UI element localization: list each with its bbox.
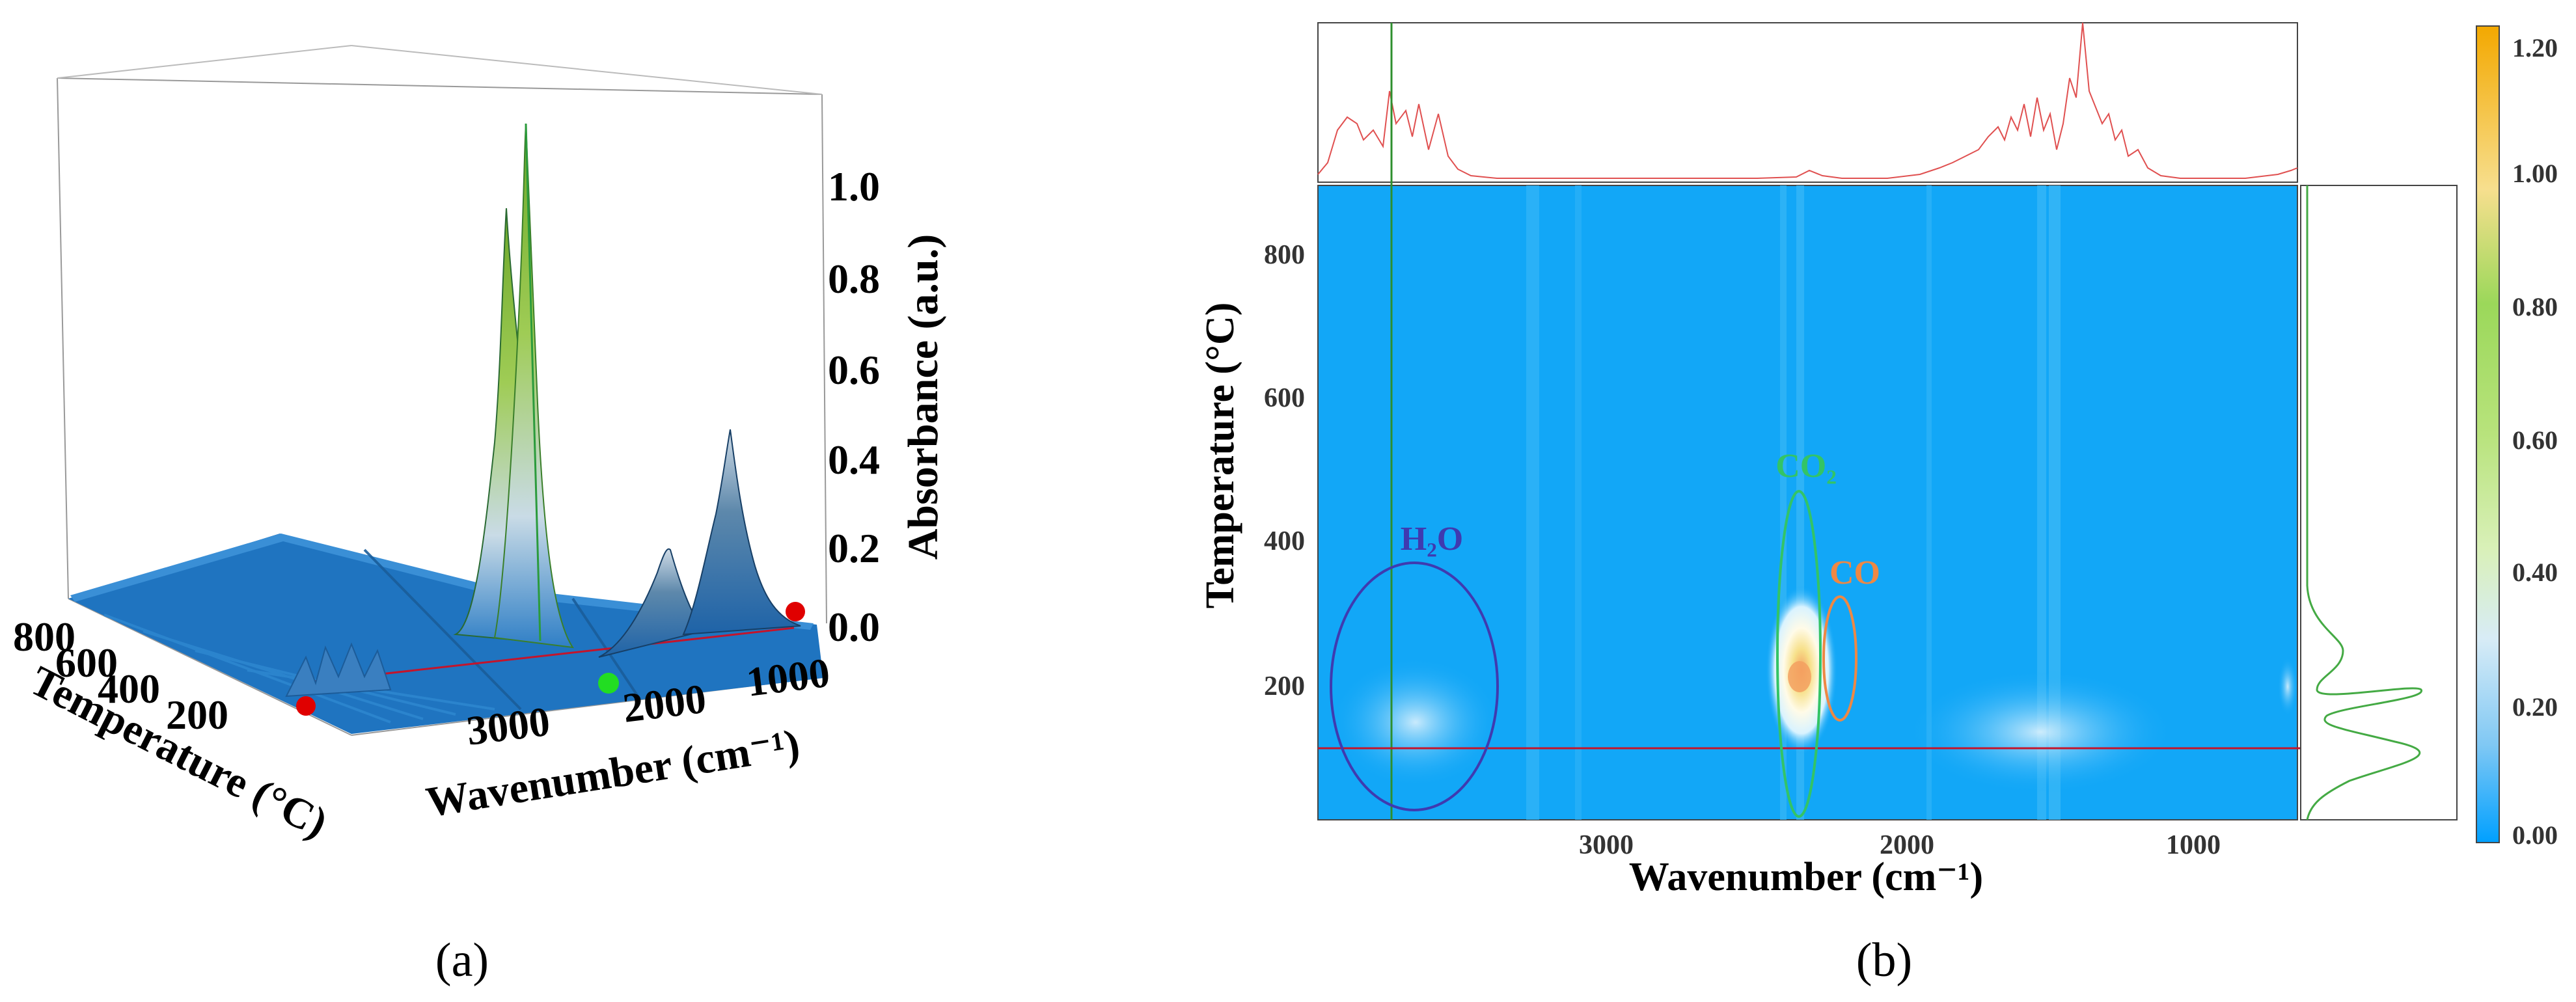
x-tick: 1000 [744, 649, 832, 705]
panel-b-heatmap: H₂O CO₂ CO 800 600 400 200 Temperature (… [1198, 22, 2558, 899]
heatmap-y-ticks: 800 600 400 200 [1264, 240, 1305, 701]
low-temp-haze [1907, 670, 2174, 794]
colorbar [2476, 25, 2500, 843]
co2-hotspot-core [1788, 661, 1811, 692]
co-ellipse [1822, 595, 1857, 722]
right-profile-line [2306, 185, 2422, 820]
peak-1500 [682, 429, 801, 636]
z-tick: 1.0 [828, 163, 880, 210]
y-axis-ticks: 800 600 400 200 [13, 614, 228, 738]
heatmap-x-ticks: 3000 2000 1000 [1579, 830, 2221, 860]
cbar-tick: 0.40 [2512, 558, 2558, 587]
cbar-tick: 0.80 [2512, 292, 2558, 321]
x-tick: 3000 [464, 698, 553, 754]
x-axis-ticks-3d: 3000 2000 1000 [464, 649, 832, 754]
co-label: CO [1829, 554, 1880, 591]
right-profile-frame [2300, 185, 2458, 820]
x-tick: 2000 [1880, 830, 1934, 860]
x-tick: 2000 [620, 675, 709, 731]
h2o-label: H₂O [1401, 521, 1463, 558]
z-tick: 0.8 [828, 256, 880, 302]
x-tick: 1000 [2166, 830, 2221, 860]
y-tick: 200 [1264, 671, 1305, 701]
peak-1750 [598, 548, 704, 658]
top-spectrum-frame [1317, 22, 2298, 183]
cbar-tick: 0.00 [2512, 820, 2558, 850]
heatmap-y-label: Temperature (°C) [1198, 303, 1242, 609]
y-tick: 800 [1264, 240, 1305, 270]
y-tick: 600 [55, 640, 118, 686]
marker-green [598, 673, 619, 694]
co2-peak-ridge [525, 123, 541, 642]
y-tick: 600 [1264, 383, 1305, 413]
panel-a-3d-surface: 1.0 0.8 0.6 0.4 0.2 0.0 Absorbance (a.u.… [13, 45, 947, 847]
cbar-tick: 0.20 [2512, 692, 2558, 722]
y-tick: 200 [166, 692, 228, 738]
heatmap-x-label: Wavenumber (cm⁻¹) [1629, 855, 1983, 899]
box-wireframe [57, 45, 827, 736]
co2-ellipse [1776, 490, 1822, 818]
z-tick: 0.6 [828, 347, 880, 393]
cbar-tick: 1.00 [2512, 159, 2558, 188]
z-axis-ticks: 1.0 0.8 0.6 0.4 0.2 0.0 [828, 163, 880, 650]
y-tick: 400 [1264, 526, 1305, 556]
low-temp-haze [1331, 657, 1500, 787]
low-temp-haze [2278, 657, 2297, 716]
colorbar-ticks: 1.20 1.00 0.80 0.60 0.40 0.20 0.00 [2512, 33, 2558, 850]
x-tick: 3000 [1579, 830, 1634, 860]
z-tick: 0.4 [828, 437, 880, 483]
h2o-ellipse [1330, 562, 1499, 811]
marker-red-left [296, 696, 316, 716]
top-spectrum-line [1317, 22, 2298, 179]
y-tick: 800 [13, 614, 75, 660]
panel-label-b: (b) [1856, 934, 1912, 987]
co2-label: CO₂ [1775, 448, 1837, 485]
z-axis-label: Absorbance (a.u.) [899, 234, 947, 560]
cbar-tick: 1.20 [2512, 33, 2558, 62]
marker-red-right [786, 602, 805, 621]
y-tick: 400 [98, 666, 160, 712]
surface-floor-light [70, 534, 814, 630]
cbar-tick: 0.60 [2512, 426, 2558, 455]
h2o-bumps [285, 642, 392, 697]
z-tick: 0.2 [828, 525, 880, 571]
panel-label-a: (a) [435, 934, 489, 987]
z-tick: 0.0 [828, 604, 880, 650]
